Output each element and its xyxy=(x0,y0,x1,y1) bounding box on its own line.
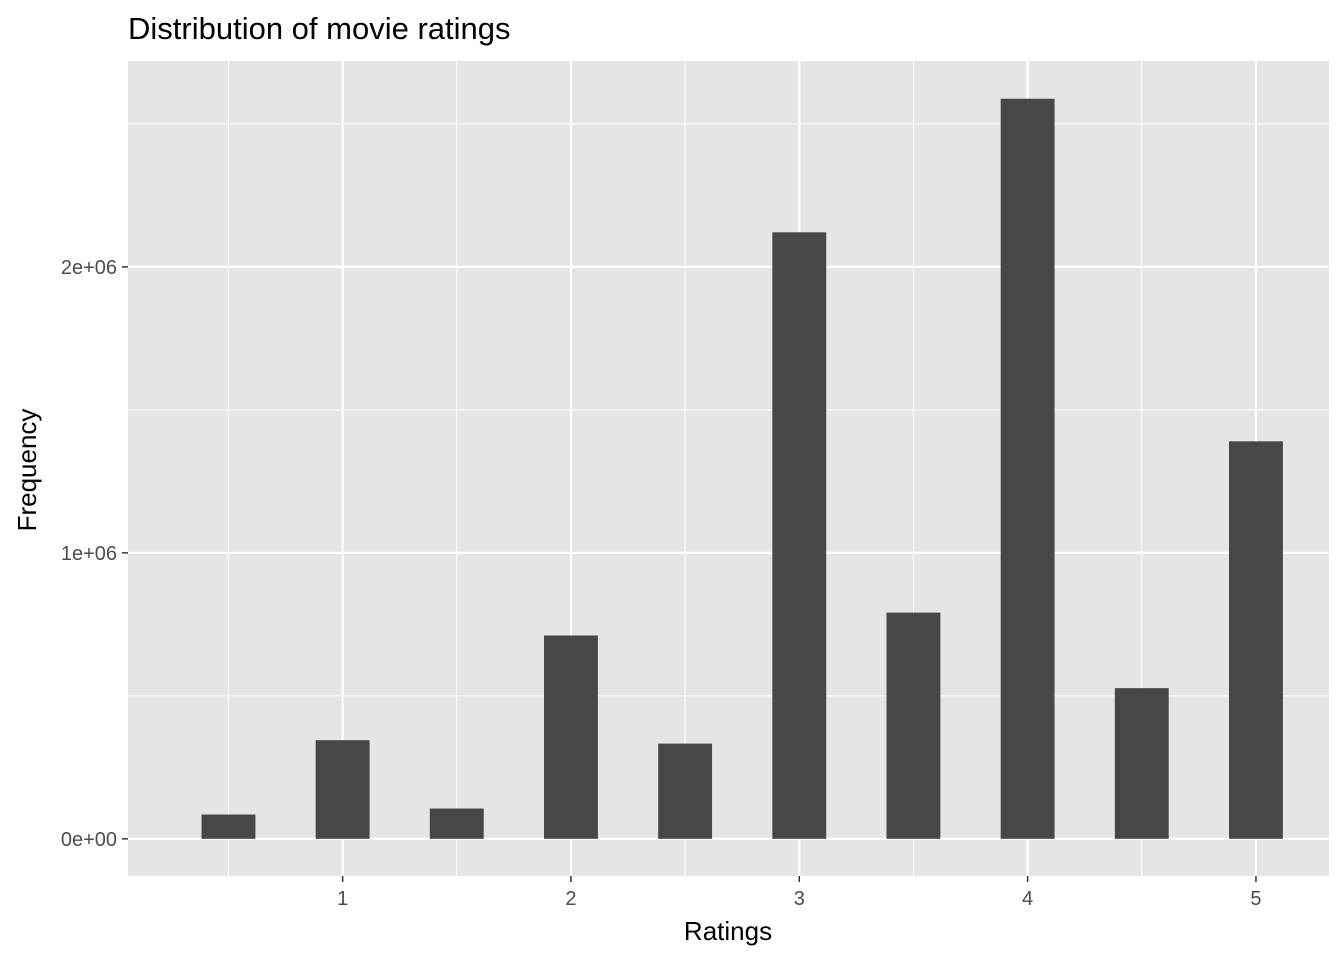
bar xyxy=(201,814,256,839)
bar xyxy=(429,808,484,839)
bar xyxy=(658,743,713,839)
x-tick-label: 2 xyxy=(565,888,576,910)
y-tick-label: 0e+00 xyxy=(61,829,117,851)
x-tick-label: 4 xyxy=(1022,888,1033,910)
x-axis-title: Ratings xyxy=(684,916,772,946)
x-tick-label: 1 xyxy=(337,888,348,910)
bar xyxy=(315,740,370,839)
x-axis: 1 2 3 4 5 xyxy=(337,876,1261,910)
x-tick-label: 3 xyxy=(794,888,805,910)
bar xyxy=(544,635,598,839)
y-axis: 0e+00 1e+06 2e+06 xyxy=(61,257,128,851)
bar xyxy=(772,232,827,839)
bar xyxy=(1228,441,1283,839)
chart-title: Distribution of movie ratings xyxy=(128,11,511,46)
bar xyxy=(886,612,941,839)
x-tick-label: 5 xyxy=(1250,888,1261,910)
bar xyxy=(1000,98,1055,839)
bar xyxy=(1114,688,1169,839)
y-tick-label: 2e+06 xyxy=(61,257,117,279)
bars xyxy=(201,98,1283,839)
y-axis-title: Frequency xyxy=(12,409,42,532)
y-tick-label: 1e+06 xyxy=(61,543,117,565)
